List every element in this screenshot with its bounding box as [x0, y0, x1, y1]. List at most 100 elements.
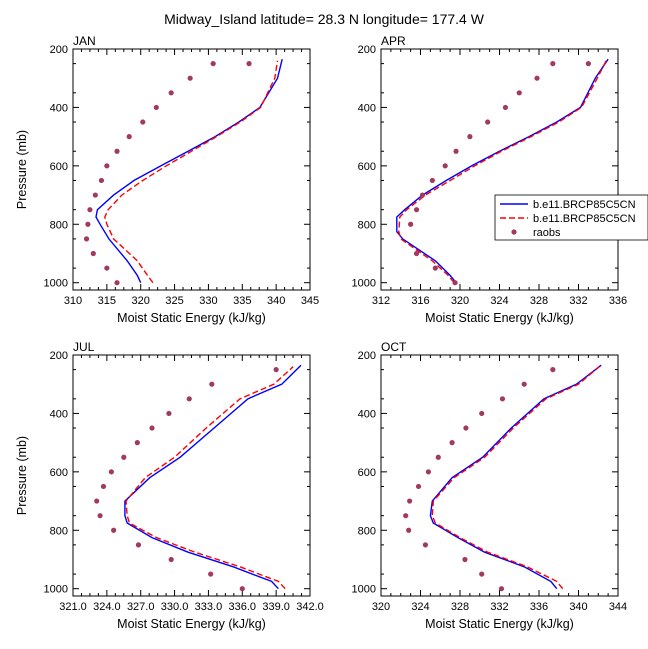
y-tick-label: 200: [358, 350, 376, 362]
x-tick-label: 324.0: [93, 601, 121, 613]
y-tick-label: 800: [50, 525, 68, 537]
y-tick-label: 600: [358, 467, 376, 479]
x-tick-label: 310: [64, 295, 82, 307]
raobs-point: [114, 280, 120, 286]
raobs-point: [406, 527, 412, 533]
raobs-point: [97, 513, 103, 519]
raobs-point: [168, 556, 174, 563]
raobs-point: [92, 192, 98, 198]
raobs-point: [408, 221, 414, 227]
raobs-point: [134, 440, 140, 446]
y-tick-label: 800: [50, 219, 68, 231]
x-tick-label: 342.0: [296, 601, 324, 613]
figure-title: Midway_Island latitude= 28.3 N longitude…: [164, 11, 485, 27]
raobs-point: [140, 119, 146, 125]
y-tick-label: 1000: [44, 584, 68, 596]
raobs-point: [550, 367, 556, 373]
raobs-point: [210, 61, 216, 67]
raobs-point: [90, 250, 96, 257]
raobs-point: [94, 498, 100, 504]
raobs-point: [452, 280, 458, 286]
x-tick-label: 328: [451, 601, 469, 613]
series-line-solid: [124, 364, 302, 590]
y-tick-label: 1000: [352, 584, 376, 596]
raobs-point: [499, 396, 506, 402]
raobs-point: [149, 425, 155, 431]
raobs-point: [407, 498, 413, 504]
y-tick-label: 200: [50, 350, 68, 362]
raobs-point: [521, 381, 527, 387]
raobs-point: [462, 556, 468, 563]
series-line-solid: [396, 58, 609, 284]
raobs-point: [135, 542, 142, 548]
raobs-point: [413, 207, 420, 213]
x-tick-label: 340: [267, 295, 285, 307]
y-axis-title: Pressure (mb): [15, 436, 29, 515]
raobs-point: [100, 483, 107, 490]
x-axis-title: Moist Static Energy (kJ/kg): [425, 617, 574, 631]
y-axis-title: Pressure (mb): [15, 130, 29, 209]
raobs-point: [479, 410, 485, 417]
x-axis-title: Moist Static Energy (kJ/kg): [425, 311, 574, 325]
plot-frame: [72, 354, 311, 597]
series-group: [83, 59, 283, 286]
panel-jan: 310 315 320 325 330 335 340 345 200 400 600 800 1000…: [15, 34, 319, 325]
raobs-point: [209, 381, 215, 387]
series-line-dashed: [125, 366, 294, 590]
y-tick-label: 200: [50, 44, 68, 56]
raobs-point: [114, 148, 120, 154]
legend-label: b.e11.BRCP85C5CN: [533, 199, 636, 211]
x-tick-label: 335: [233, 295, 251, 307]
raobs-point: [429, 177, 435, 184]
x-tick-label: 320: [132, 295, 150, 307]
raobs-point: [422, 542, 429, 548]
x-tick-label: 330: [199, 295, 217, 307]
x-tick-label: 345: [301, 295, 319, 307]
x-tick-label: 320: [451, 295, 469, 307]
series-group: [396, 58, 609, 286]
x-tick-label: 339.0: [262, 601, 290, 613]
raobs-point: [108, 469, 114, 475]
legend: b.e11.BRCP85C5CN b.e11.BRCP85C5CN raobs: [494, 194, 648, 241]
raobs-point: [585, 61, 591, 67]
x-tick-label: 330.0: [161, 601, 189, 613]
panel-label: JUL: [73, 340, 95, 354]
raobs-point: [104, 265, 110, 271]
panel-jul: 321.0 324.0 327.0 330.0 333.0 336.0 339.0 342.0…: [15, 340, 324, 631]
series-line-solid: [95, 59, 283, 283]
y-tick-label: 600: [358, 161, 376, 173]
x-tick-label: 316: [411, 295, 429, 307]
panel-oct: 320 324 328 332 336 340 344 200 400 600 800 1000 OCT…: [352, 340, 628, 631]
raobs-point: [85, 221, 91, 227]
x-axis-title: Moist Static Energy (kJ/kg): [117, 617, 266, 631]
x-tick-label: 321.0: [59, 601, 87, 613]
raobs-point: [432, 265, 438, 271]
x-tick-label: 320: [372, 601, 390, 613]
raobs-point: [485, 119, 491, 125]
legend-label: b.e11.BRCP85C5CN: [533, 213, 636, 225]
legend-label: raobs: [533, 227, 561, 239]
raobs-point: [239, 586, 245, 592]
raobs-point: [153, 104, 159, 111]
x-tick-label: 315: [98, 295, 116, 307]
panel-label: OCT: [381, 340, 407, 354]
raobs-point: [403, 513, 409, 519]
x-tick-label: 325: [165, 295, 183, 307]
x-tick-label: 328: [530, 295, 548, 307]
panel-label: JAN: [73, 34, 96, 48]
raobs-point: [467, 134, 473, 140]
x-tick-label: 333.0: [195, 601, 223, 613]
raobs-point: [516, 90, 522, 96]
raobs-point: [83, 236, 90, 242]
raobs-point: [479, 571, 485, 577]
raobs-point: [449, 440, 455, 446]
y-tick-label: 800: [358, 525, 376, 537]
x-tick-label: 336: [609, 295, 627, 307]
raobs-point: [168, 90, 174, 96]
raobs-point: [442, 163, 448, 169]
raobs-point: [104, 163, 110, 169]
raobs-point: [126, 134, 132, 140]
raobs-point: [550, 61, 556, 67]
raobs-point: [166, 410, 172, 417]
series-line-dashed: [398, 60, 607, 284]
